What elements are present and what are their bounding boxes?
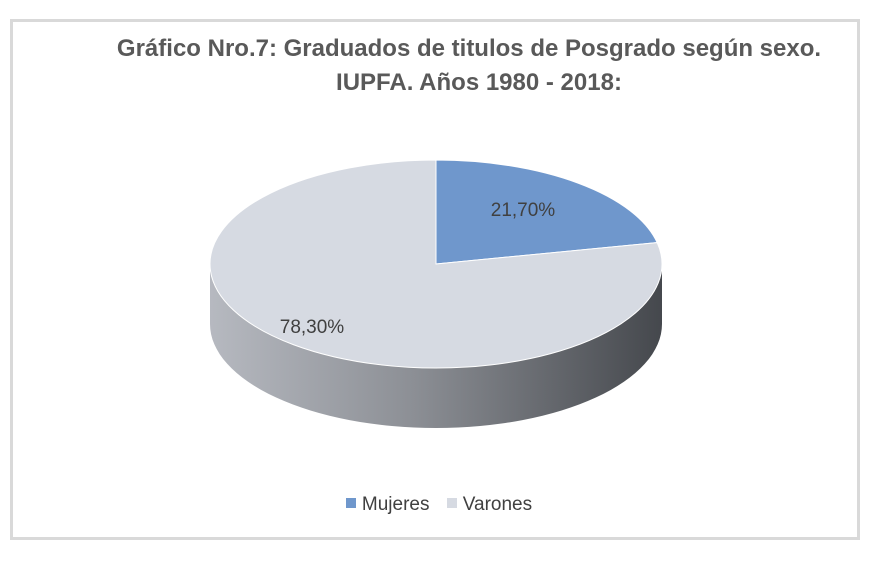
chart-title: Gráfico Nro.7: Graduados de titulos de P… [0, 32, 878, 100]
legend-swatch-varones [446, 497, 457, 508]
pie-side [210, 264, 662, 428]
chart-title-line-1: Gráfico Nro.7: Graduados de titulos de P… [116, 35, 822, 62]
legend-label-mujeres: Mujeres [361, 494, 430, 515]
legend-label-varones: Varones [462, 494, 533, 515]
legend-item-varones: Varones [446, 494, 533, 516]
legend-item-mujeres: Mujeres [345, 494, 430, 516]
legend: Mujeres Varones [0, 494, 878, 516]
pie-slice-varones [209, 159, 663, 369]
data-label-mujeres: 21,70% [491, 200, 556, 221]
pie-labels: 21,70% 78,30% [280, 200, 556, 338]
pie-top [209, 159, 663, 369]
chart-title-line-2: IUPFA. Años 1980 - 2018: [336, 69, 622, 96]
legend-swatch-mujeres [345, 497, 356, 508]
pie-side-wall [210, 264, 662, 428]
pie-slice-mujeres [435, 159, 658, 265]
data-label-varones: 78,30% [280, 317, 345, 338]
